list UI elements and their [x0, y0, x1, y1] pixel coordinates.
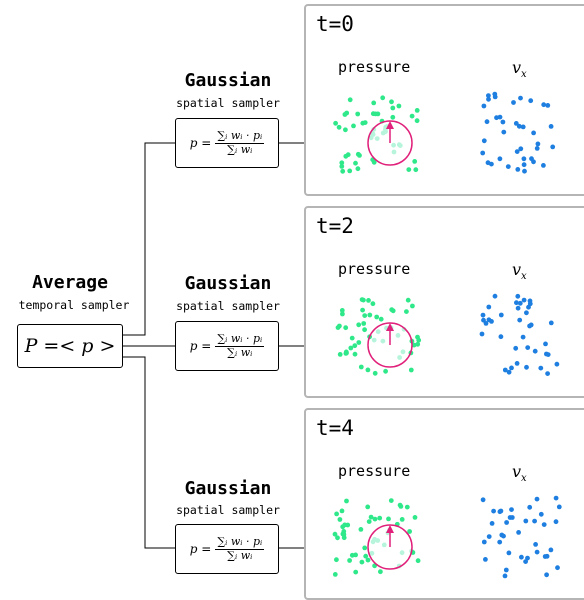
panel-time-label: t=0 — [316, 12, 354, 36]
vx-label: vx — [512, 58, 527, 81]
panel-t0: t=0 pressure vx — [304, 4, 584, 196]
panel-t2: t=2 pressure vx — [304, 206, 584, 398]
formula-lhs: p = — [189, 339, 212, 353]
panel-time-label: t=4 — [316, 416, 354, 440]
panel-time-label: t=2 — [316, 214, 354, 238]
formula-denominator: ∑ᵢ wᵢ — [227, 345, 253, 359]
pressure-label: pressure — [338, 462, 411, 480]
sampler-title: Gaussian — [184, 478, 272, 499]
sampler-formula-box: p = ∑ᵢ wᵢ · pᵢ ∑ᵢ wᵢ — [175, 524, 279, 574]
sampler-subtitle: spatial sampler — [176, 503, 280, 517]
pressure-label: pressure — [338, 260, 411, 278]
average-formula-box: P =< p > — [17, 324, 123, 368]
formula-denominator: ∑ᵢ wᵢ — [227, 548, 253, 562]
average-title: Average — [32, 272, 108, 293]
panel-t4: t=4 pressure vx — [304, 408, 584, 600]
formula-numerator: ∑ᵢ wᵢ · pᵢ — [215, 331, 265, 347]
formula-numerator: ∑ᵢ wᵢ · pᵢ — [215, 534, 265, 550]
connector-t4 — [123, 356, 176, 549]
vx-label: vx — [512, 260, 527, 283]
connector-t0 — [123, 142, 176, 336]
sampler-title: Gaussian — [184, 273, 272, 294]
formula-numerator: ∑ᵢ wᵢ · pᵢ — [215, 128, 265, 144]
sampler-subtitle: spatial sampler — [176, 299, 280, 313]
sampler-formula-box: p = ∑ᵢ wᵢ · pᵢ ∑ᵢ wᵢ — [175, 118, 279, 168]
vx-label: vx — [512, 462, 527, 485]
sampler-title: Gaussian — [184, 70, 272, 91]
sampler-subtitle: spatial sampler — [176, 96, 280, 110]
average-subtitle: temporal sampler — [18, 298, 130, 312]
formula-denominator: ∑ᵢ wᵢ — [227, 142, 253, 156]
sampler-formula-box: p = ∑ᵢ wᵢ · pᵢ ∑ᵢ wᵢ — [175, 321, 279, 371]
pressure-label: pressure — [338, 58, 411, 76]
formula-lhs: p = — [189, 136, 212, 150]
formula-lhs: p = — [189, 542, 212, 556]
average-formula: P =< p > — [24, 335, 116, 357]
